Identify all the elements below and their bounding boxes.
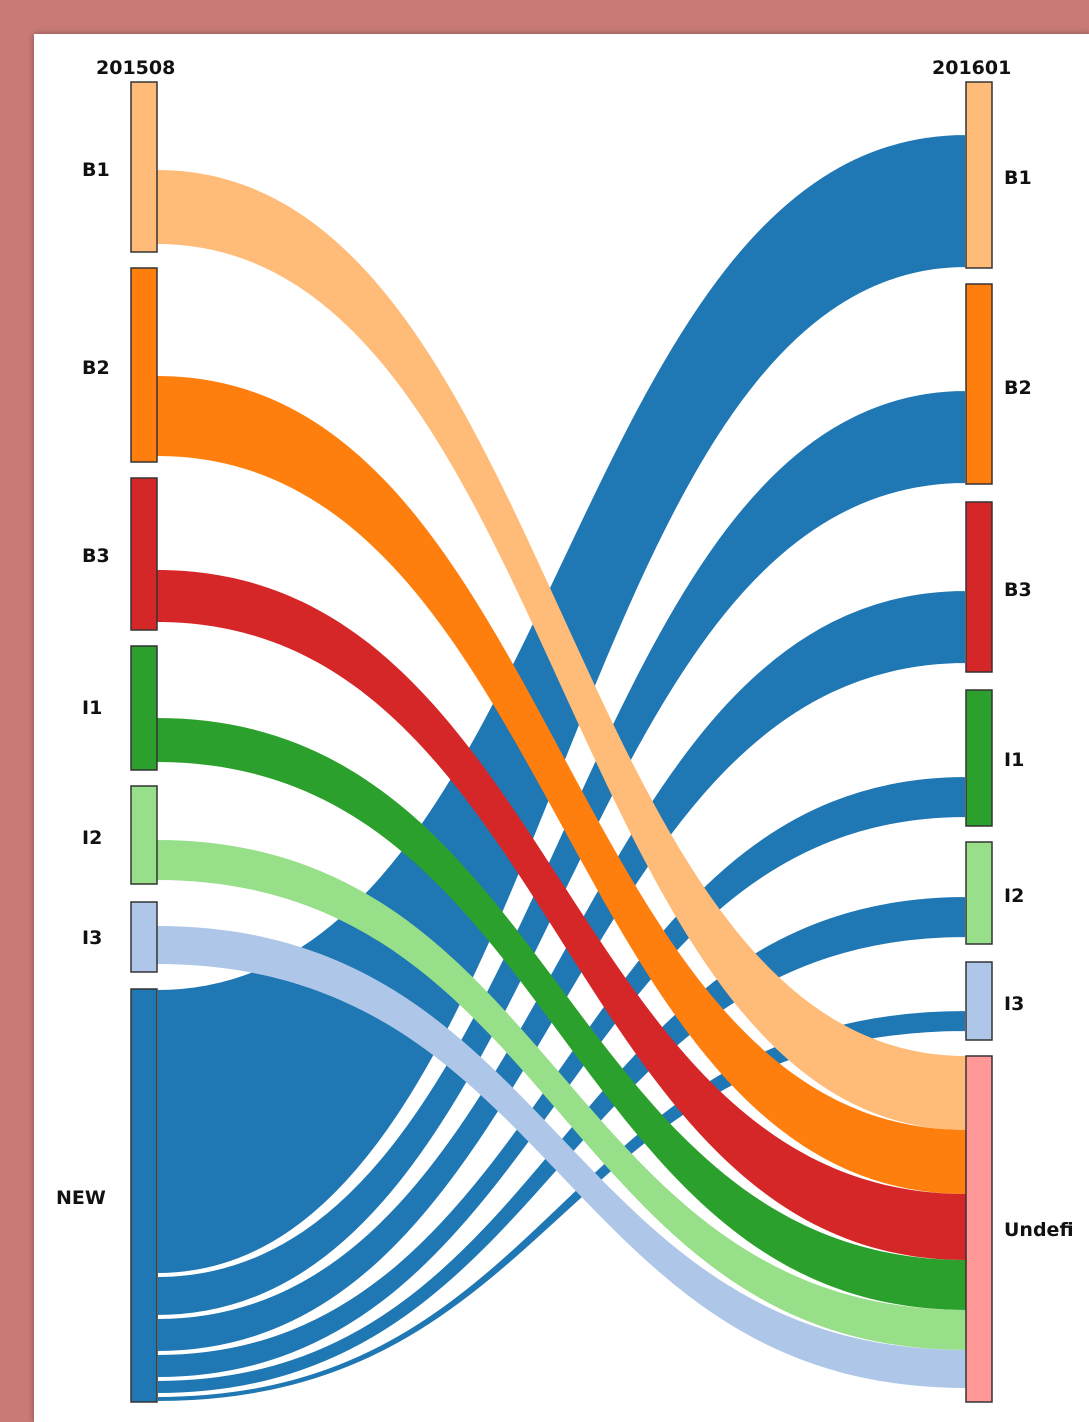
flow-links [156, 132, 967, 1404]
right-node-i1 [965, 689, 993, 827]
right-node-i2 [965, 841, 993, 945]
left-node-label-i1: I1 [82, 697, 102, 719]
sankey-diagram: B1 B2 B3 I1 I2 I3 NEW B1 B2 B3 I1 I2 I3 Undefi 201508… [56, 57, 1074, 1404]
right-node-label-b3: B3 [1004, 579, 1032, 601]
flow-l-b1-to-r-u [157, 170, 966, 1130]
right-node-i3 [965, 961, 993, 1041]
left-node-label-i2: I2 [82, 827, 102, 849]
right-column-header: 201601 [932, 57, 1011, 79]
right-node-label-b1: B1 [1004, 167, 1032, 189]
left-column-header: 201508 [96, 57, 175, 79]
right-node-label-undefi: Undefi [1004, 1219, 1074, 1241]
flow-l-i2-to-r-u [157, 840, 966, 1350]
left-node-b1 [130, 81, 158, 253]
flow-nodes [130, 81, 993, 1403]
left-node-label-new: NEW [56, 1187, 106, 1209]
left-node-label-b1: B1 [82, 159, 110, 181]
right-node-label-i2: I2 [1004, 885, 1024, 907]
left-node-i3 [130, 901, 158, 973]
right-node-undefi [965, 1055, 993, 1403]
left-node-i1 [130, 645, 158, 771]
left-node-label-b3: B3 [82, 545, 110, 567]
right-node-label-i3: I3 [1004, 993, 1024, 1015]
left-node-i2 [130, 785, 158, 885]
right-node-b2 [965, 283, 993, 485]
right-node-b1 [965, 81, 993, 269]
flow-l-b3-to-r-u [157, 570, 966, 1260]
right-node-label-b2: B2 [1004, 377, 1032, 399]
right-node-label-i1: I1 [1004, 749, 1024, 771]
right-node-b3 [965, 501, 993, 673]
left-node-b3 [130, 477, 158, 631]
flow-l-b2-to-r-u [157, 376, 966, 1194]
diagram-canvas: B1 B2 B3 I1 I2 I3 NEW B1 B2 B3 I1 I2 I3 Undefi 201508… [34, 34, 1089, 1422]
left-node-label-b2: B2 [82, 357, 110, 379]
left-node-b2 [130, 267, 158, 463]
node-labels: B1 B2 B3 I1 I2 I3 NEW B1 B2 B3 I1 I2 I3 Undefi [56, 159, 1074, 1241]
left-node-label-i3: I3 [82, 927, 102, 949]
flow-l-i3-to-r-u [157, 926, 966, 1388]
flow-l-i1-to-r-u [157, 718, 966, 1310]
left-node-new [130, 988, 158, 1403]
